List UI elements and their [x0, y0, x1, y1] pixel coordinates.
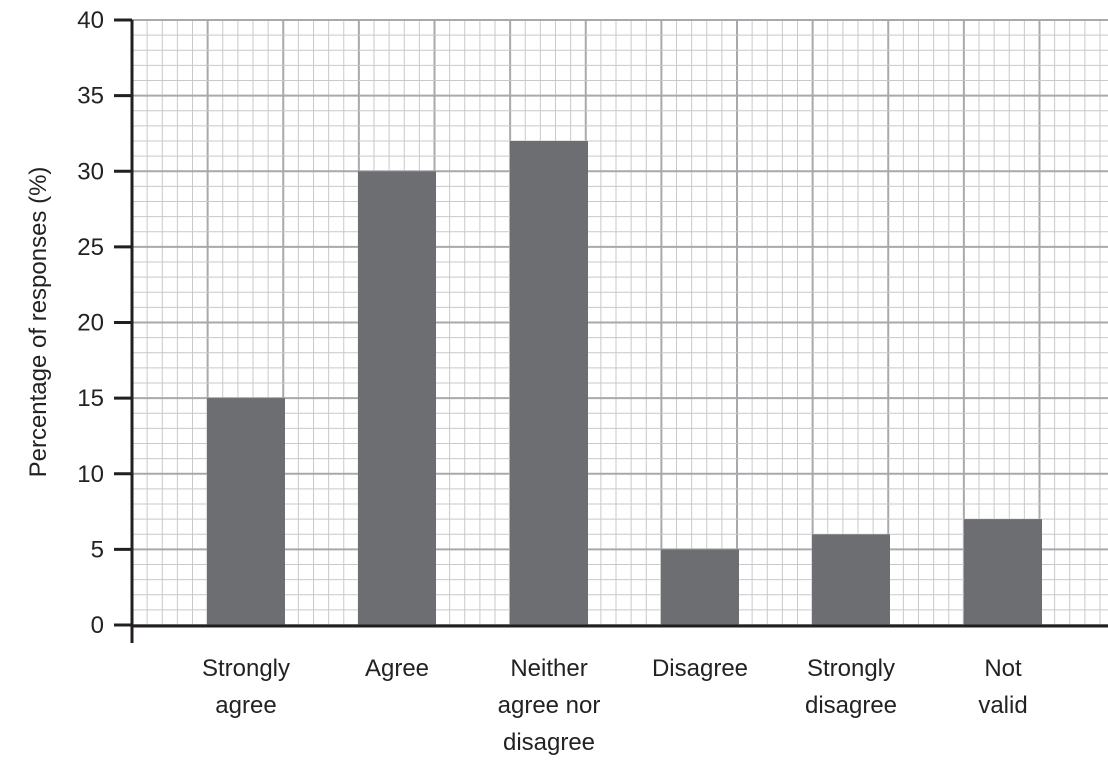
- y-tick-label: 20: [77, 310, 104, 337]
- y-tick-label: 10: [77, 461, 104, 488]
- category-label-line: Strongly: [807, 655, 895, 682]
- bars: [207, 141, 1042, 626]
- bar-3: [661, 549, 739, 625]
- y-tick-label: 35: [77, 83, 104, 110]
- y-axis-title: Percentage of responses (%): [25, 167, 52, 478]
- category-label-line: Agree: [365, 655, 429, 682]
- category-label-2: Neither agree nor disagree: [498, 655, 601, 756]
- y-tick-label: 30: [77, 158, 104, 185]
- y-tick-label: 25: [77, 234, 104, 261]
- y-tick-label: 15: [77, 385, 104, 412]
- bar-1: [358, 171, 436, 626]
- category-label-line: disagree: [503, 729, 595, 756]
- bar-0: [207, 398, 285, 625]
- axes: [130, 20, 1108, 643]
- category-label-1: Agree: [365, 655, 429, 682]
- x-category-labels: Strongly agree Agree Neither agree nor disagr…: [202, 655, 1028, 756]
- bar-4: [812, 534, 890, 626]
- category-label-line: valid: [978, 692, 1027, 719]
- category-label-line: disagree: [805, 692, 897, 719]
- bar-5: [964, 519, 1042, 625]
- category-label-5: Not valid: [978, 655, 1027, 719]
- category-label-line: Neither: [510, 655, 587, 682]
- category-label-0: Strongly agree: [202, 655, 290, 719]
- category-label-line: Disagree: [652, 655, 748, 682]
- y-tick-label: 40: [77, 7, 104, 34]
- grid: [131, 19, 1108, 626]
- y-tick-label: 5: [91, 536, 104, 563]
- category-label-line: Strongly: [202, 655, 290, 682]
- category-label-4: Strongly disagree: [805, 655, 897, 719]
- category-label-3: Disagree: [652, 655, 748, 682]
- y-tick-label: 0: [91, 612, 104, 639]
- category-label-line: agree nor: [498, 692, 601, 719]
- category-label-line: Not: [984, 655, 1022, 682]
- bar-2: [510, 141, 588, 625]
- y-tick-labels: 0 5 10 15 20 25 30 35 40: [77, 7, 132, 639]
- category-label-line: agree: [215, 692, 276, 719]
